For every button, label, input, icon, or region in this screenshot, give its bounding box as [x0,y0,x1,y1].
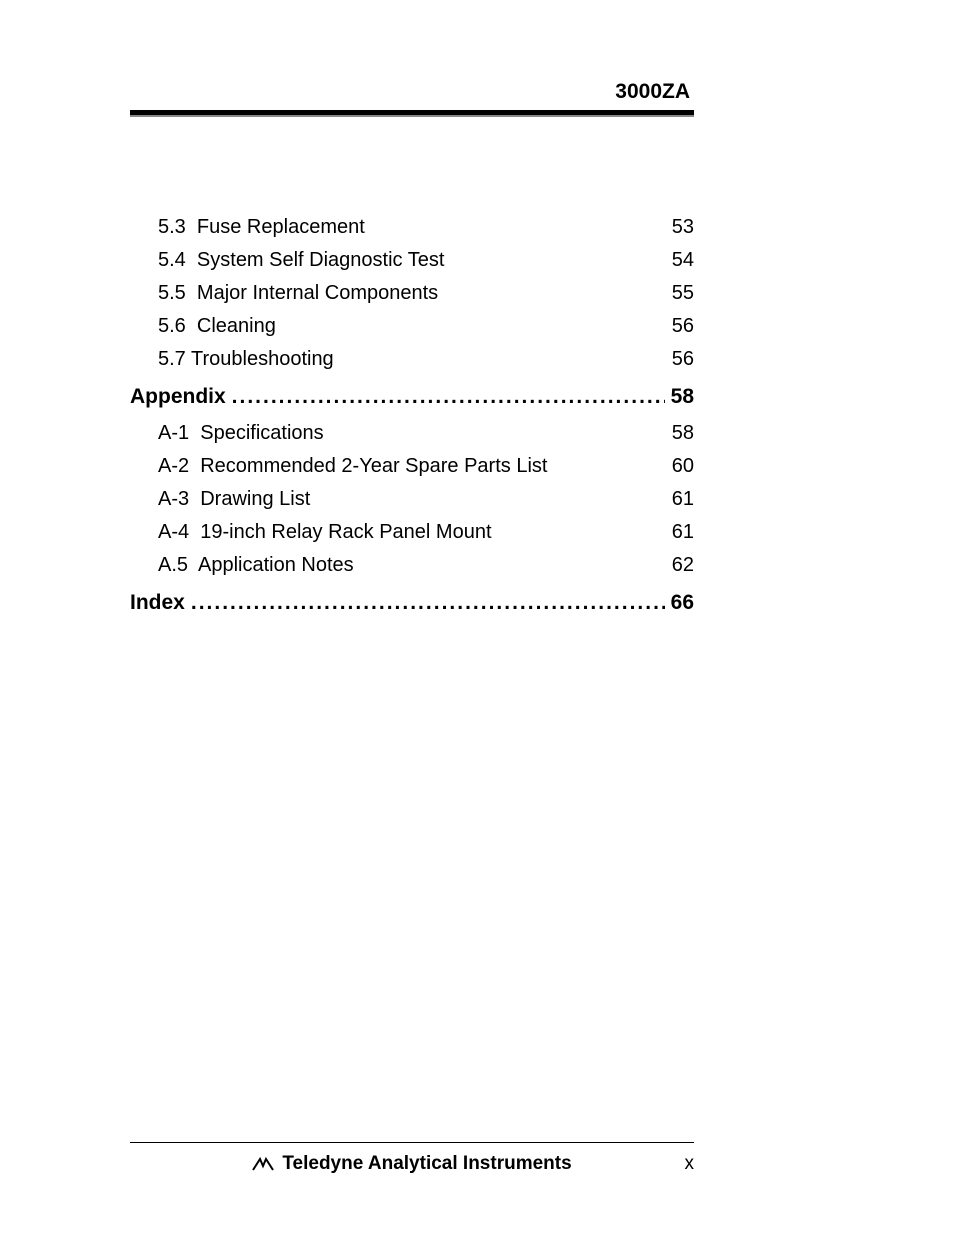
toc-heading-page: 66 [665,587,694,620]
teledyne-logo-icon [252,1157,274,1171]
toc-heading-appendix: Appendix ...............................… [130,381,694,414]
footer-rule [130,1142,694,1143]
toc-entry-page: 62 [660,550,694,581]
toc-leader-dots: ........................................… [232,381,665,414]
toc-entry-label: A-3 Drawing List [158,484,310,515]
page-footer: Teledyne Analytical Instruments x [130,1142,694,1175]
header-rule-thin [130,115,694,117]
toc-entry-page: 56 [660,344,694,375]
toc-entry-page: 54 [660,245,694,276]
toc-entry-label: A-1 Specifications [158,418,324,449]
toc-entry: A-4 19-inch Relay Rack Panel Mount 61 [130,517,694,548]
footer-line: Teledyne Analytical Instruments x [130,1153,694,1175]
toc-entry: 5.7 Troubleshooting 56 [130,344,694,375]
toc-entry-label: 5.5 Major Internal Components [158,278,438,309]
toc-entry: 5.4 System Self Diagnostic Test 54 [130,245,694,276]
page-header: 3000ZA [130,80,694,117]
footer-company-block: Teledyne Analytical Instruments [252,1153,571,1175]
toc-entry-page: 61 [660,517,694,548]
document-page: 3000ZA 5.3 Fuse Replacement 53 5.4 Syste… [0,0,954,1235]
toc-entry-label: 5.7 Troubleshooting [158,344,334,375]
toc-heading-label: Index [130,587,191,620]
toc-entry-label: 5.4 System Self Diagnostic Test [158,245,444,276]
toc-entry: A-2 Recommended 2-Year Spare Parts List … [130,451,694,482]
toc-entry: 5.3 Fuse Replacement 53 [130,212,694,243]
toc-entry: A.5 Application Notes 62 [130,550,694,581]
toc-entry-label: A.5 Application Notes [158,550,354,581]
toc-entry-label: A-2 Recommended 2-Year Spare Parts List [158,451,547,482]
toc-leader-dots: ........................................… [191,587,665,620]
toc-entry-page: 55 [660,278,694,309]
toc-heading-index: Index ..................................… [130,587,694,620]
toc-entry: 5.6 Cleaning 56 [130,311,694,342]
toc-entry: 5.5 Major Internal Components 55 [130,278,694,309]
toc-entry-label: 5.3 Fuse Replacement [158,212,365,243]
toc-entry-label: 5.6 Cleaning [158,311,276,342]
toc-entry-page: 60 [660,451,694,482]
toc-entry: A-3 Drawing List 61 [130,484,694,515]
toc-heading-page: 58 [665,381,694,414]
table-of-contents: 5.3 Fuse Replacement 53 5.4 System Self … [130,212,694,619]
model-number: 3000ZA [130,80,694,110]
toc-entry-page: 61 [660,484,694,515]
footer-page-number: x [685,1153,695,1175]
toc-entry-label: A-4 19-inch Relay Rack Panel Mount [158,517,492,548]
toc-entry-page: 53 [660,212,694,243]
toc-heading-label: Appendix [130,381,232,414]
toc-entry-page: 58 [660,418,694,449]
footer-company-name: Teledyne Analytical Instruments [282,1153,571,1175]
toc-entry: A-1 Specifications 58 [130,418,694,449]
toc-entry-page: 56 [660,311,694,342]
